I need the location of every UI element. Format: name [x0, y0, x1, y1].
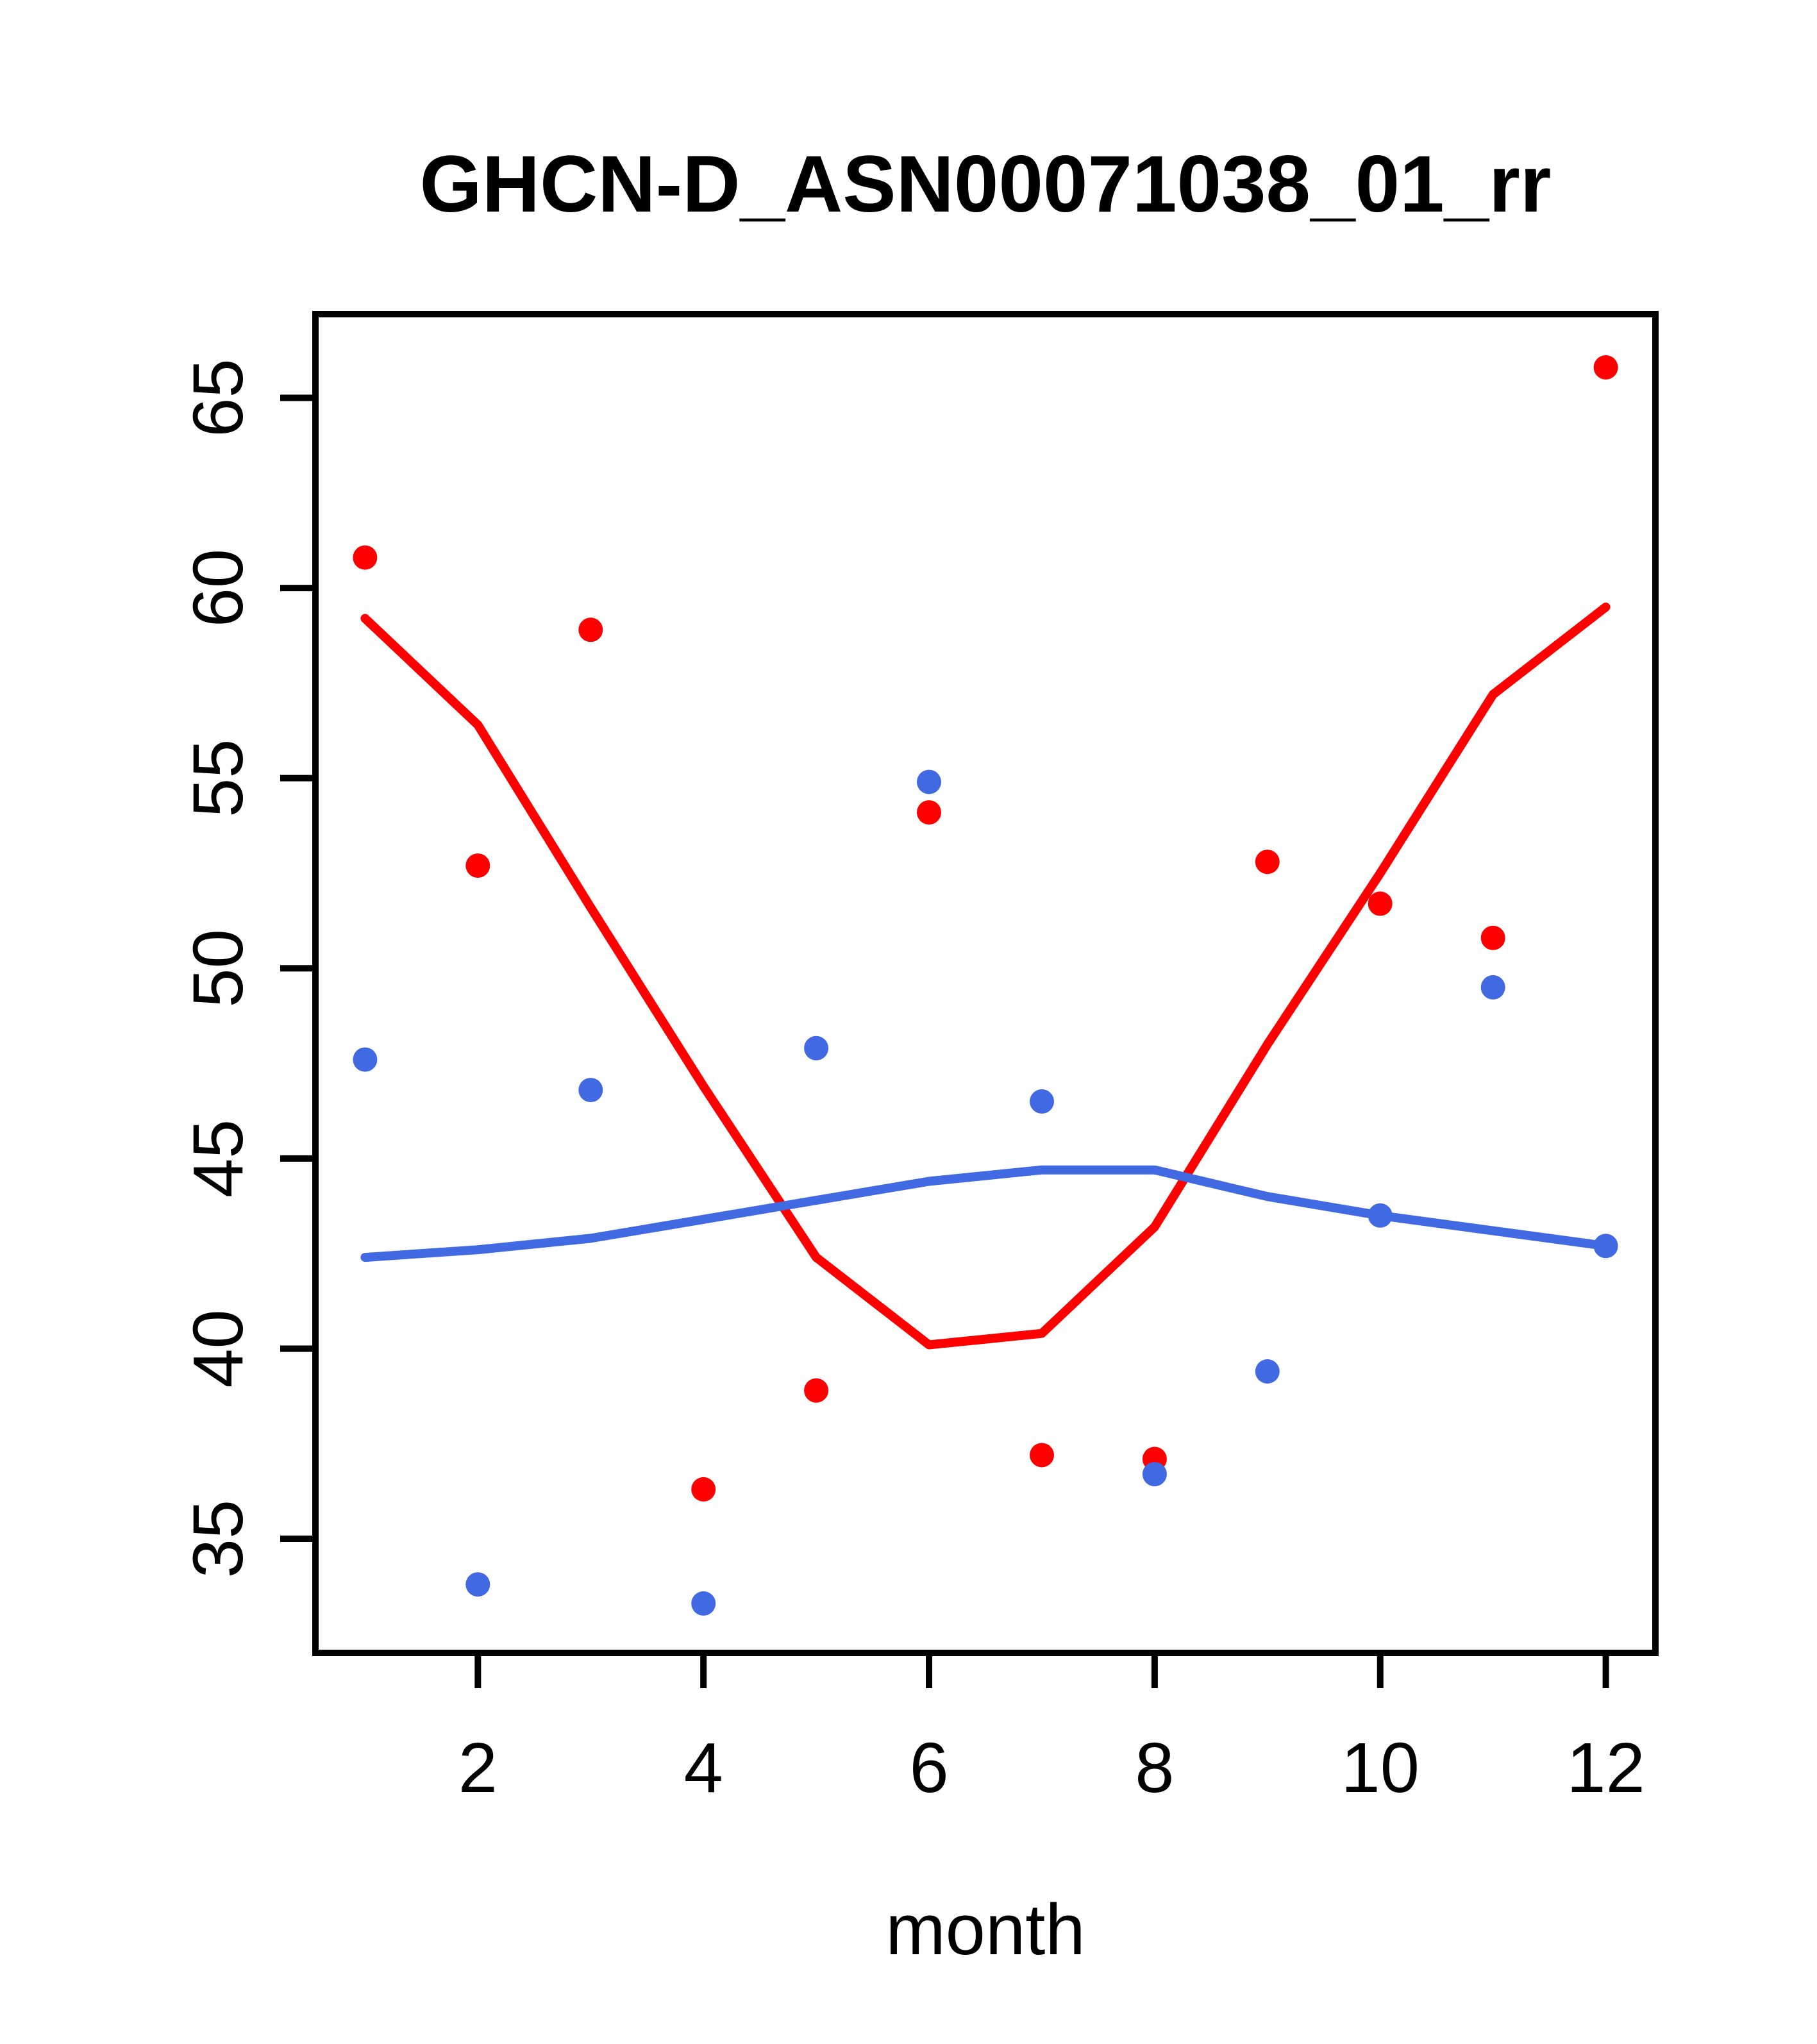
blue-points-month-9 [1255, 1359, 1280, 1384]
data-series [353, 355, 1618, 1616]
blue-points-month-1 [353, 1047, 378, 1072]
blue-points-month-2 [465, 1572, 490, 1597]
x-tick-label: 12 [1566, 1729, 1645, 1807]
x-tick-label: 6 [909, 1729, 948, 1807]
y-tick-label: 45 [179, 1119, 258, 1198]
red-points-month-11 [1480, 925, 1505, 950]
y-tick-label: 40 [179, 1309, 258, 1387]
red-points-month-2 [465, 853, 490, 878]
y-tick-label: 35 [179, 1500, 258, 1578]
red-points-month-5 [804, 1378, 829, 1403]
blue-points-month-6 [917, 769, 941, 794]
axis-ticks [280, 394, 1609, 1688]
blue-points-month-5 [804, 1035, 829, 1060]
red-points-month-7 [1030, 1443, 1054, 1468]
blue-points-month-10 [1368, 1203, 1393, 1228]
axis-tick-labels: 2 4 6 8 10 12 35 40 45 50 55 60 65 [179, 358, 1645, 1807]
red-points-month-12 [1593, 355, 1618, 380]
blue-smooth-line [360, 1165, 1611, 1262]
red-points-month-10 [1368, 891, 1393, 916]
chart-title: GHCN-D_ASN00071038_01_rr [420, 140, 1552, 229]
red-points-month-6 [917, 800, 941, 825]
red-points-month-4 [691, 1477, 716, 1502]
y-tick-label: 60 [179, 549, 258, 627]
blue-points-month-12 [1593, 1234, 1618, 1259]
blue-points-month-11 [1480, 975, 1505, 1000]
plot-frame [312, 311, 1659, 1656]
red-points-month-9 [1255, 850, 1280, 875]
y-tick-label: 50 [179, 929, 258, 1007]
x-axis-label: month [885, 1889, 1085, 1970]
x-tick-label: 10 [1341, 1729, 1419, 1807]
red-smooth-line [360, 602, 1611, 1350]
blue-points-month-8 [1142, 1462, 1167, 1487]
red-points-month-3 [578, 617, 603, 642]
x-tick-label: 2 [458, 1729, 498, 1807]
blue-points-month-7 [1030, 1089, 1054, 1114]
x-tick-label: 8 [1135, 1729, 1174, 1807]
blue-points-month-4 [691, 1591, 716, 1616]
x-tick-label: 4 [684, 1729, 723, 1807]
y-tick-label: 55 [179, 739, 258, 817]
y-tick-label: 65 [179, 358, 258, 437]
blue-points-month-3 [578, 1078, 603, 1103]
red-points-month-1 [353, 545, 378, 570]
